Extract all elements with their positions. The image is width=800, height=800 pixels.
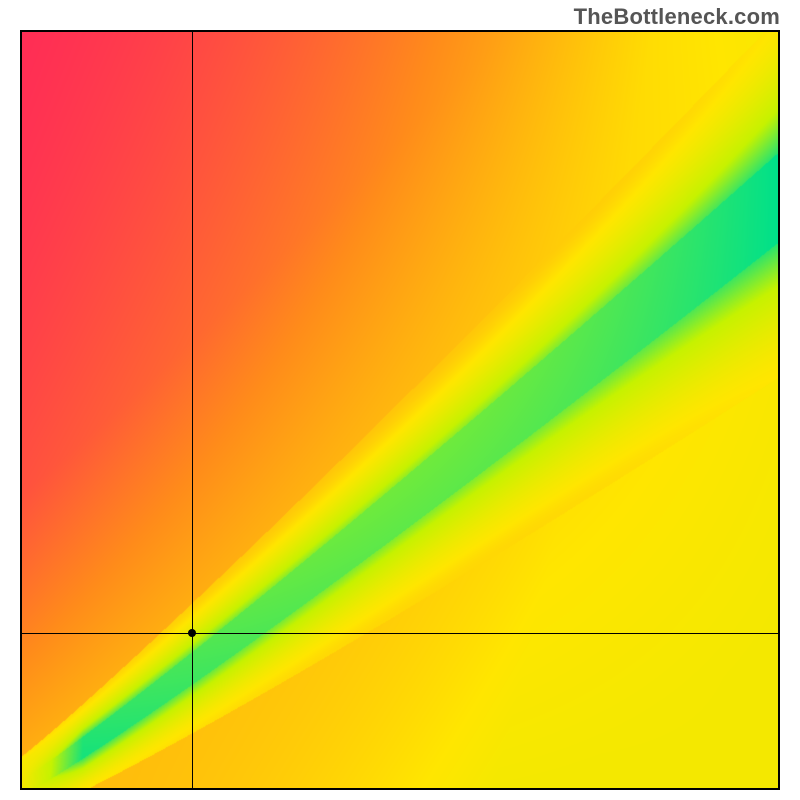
chart-container: TheBottleneck.com [0,0,800,800]
plot-area [20,30,780,790]
heatmap-canvas [22,32,778,788]
watermark-text: TheBottleneck.com [574,4,780,30]
